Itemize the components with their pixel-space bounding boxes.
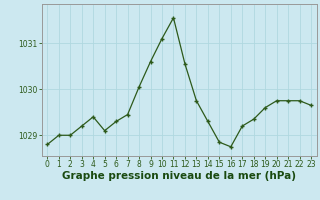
X-axis label: Graphe pression niveau de la mer (hPa): Graphe pression niveau de la mer (hPa) [62,171,296,181]
